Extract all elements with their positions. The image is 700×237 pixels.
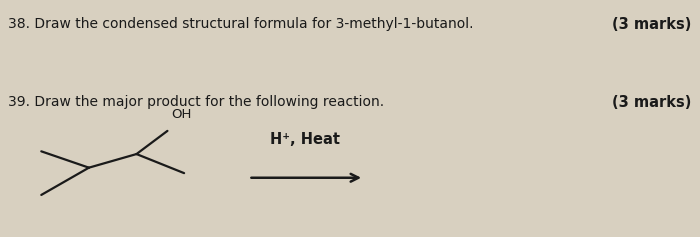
Text: 38. Draw the condensed structural formula for 3-methyl-1-butanol.: 38. Draw the condensed structural formul… — [8, 17, 474, 31]
Text: 39. Draw the major product for the following reaction.: 39. Draw the major product for the follo… — [8, 95, 384, 109]
Text: OH: OH — [171, 108, 191, 121]
Text: (3 marks): (3 marks) — [612, 17, 692, 32]
Text: (3 marks): (3 marks) — [612, 95, 692, 110]
Text: H⁺, Heat: H⁺, Heat — [270, 132, 340, 147]
